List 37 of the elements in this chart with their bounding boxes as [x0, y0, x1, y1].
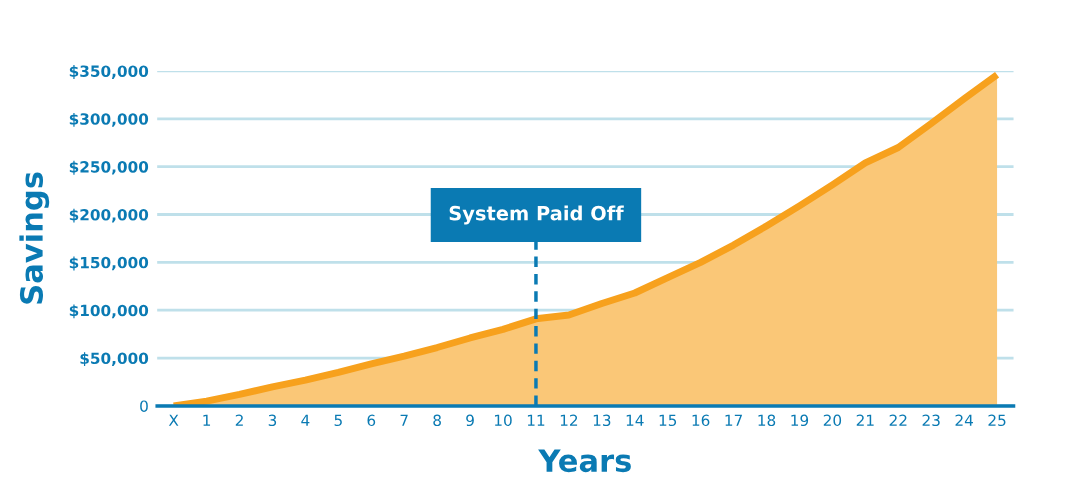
x-tick-label: 2: [235, 414, 243, 426]
x-tick-label: 10: [494, 414, 512, 427]
x-axis-title: Years: [538, 449, 631, 473]
x-tick-label: X: [168, 414, 179, 426]
x-tick-label: 24: [955, 414, 973, 426]
x-tick-label: 17: [725, 414, 742, 426]
y-tick-label: $100,000: [69, 304, 149, 319]
x-tick-label: 25: [988, 414, 1006, 427]
x-tick-label: 7: [400, 414, 408, 426]
y-tick-label: $50,000: [80, 352, 149, 367]
y-tick-label: 0: [140, 400, 148, 412]
x-tick-label: 13: [593, 414, 611, 427]
x-tick-label: 8: [433, 414, 441, 427]
y-tick-label: $200,000: [69, 208, 149, 223]
x-tick-label: 16: [692, 414, 710, 427]
x-tick-label: 3: [268, 414, 277, 427]
x-tick-label: 23: [922, 414, 940, 427]
x-tick-label: 14: [626, 414, 644, 426]
y-tick-label: $300,000: [69, 112, 149, 127]
x-tick-label: 15: [659, 414, 677, 427]
x-tick-label: 21: [856, 414, 874, 426]
x-tick-label: 12: [560, 414, 578, 426]
x-tick-label: 11: [527, 414, 545, 426]
x-tick-label: 18: [758, 414, 776, 427]
x-tick-label: 1: [203, 414, 211, 426]
x-tick-label: 20: [823, 414, 842, 427]
ref-line-label: System Paid Off: [449, 205, 624, 225]
y-axis-title: Savings: [19, 172, 50, 304]
x-tick-label: 6: [367, 414, 376, 427]
y-tick-label: $250,000: [69, 160, 149, 175]
x-tick-label: 22: [889, 414, 907, 426]
x-tick-label: 9: [466, 414, 474, 427]
x-tick-label: 4: [301, 414, 310, 426]
x-tick-label: 5: [334, 414, 342, 427]
y-tick-label: $150,000: [69, 256, 149, 271]
x-tick-label: 19: [791, 414, 809, 427]
y-tick-label: $350,000: [69, 65, 149, 79]
